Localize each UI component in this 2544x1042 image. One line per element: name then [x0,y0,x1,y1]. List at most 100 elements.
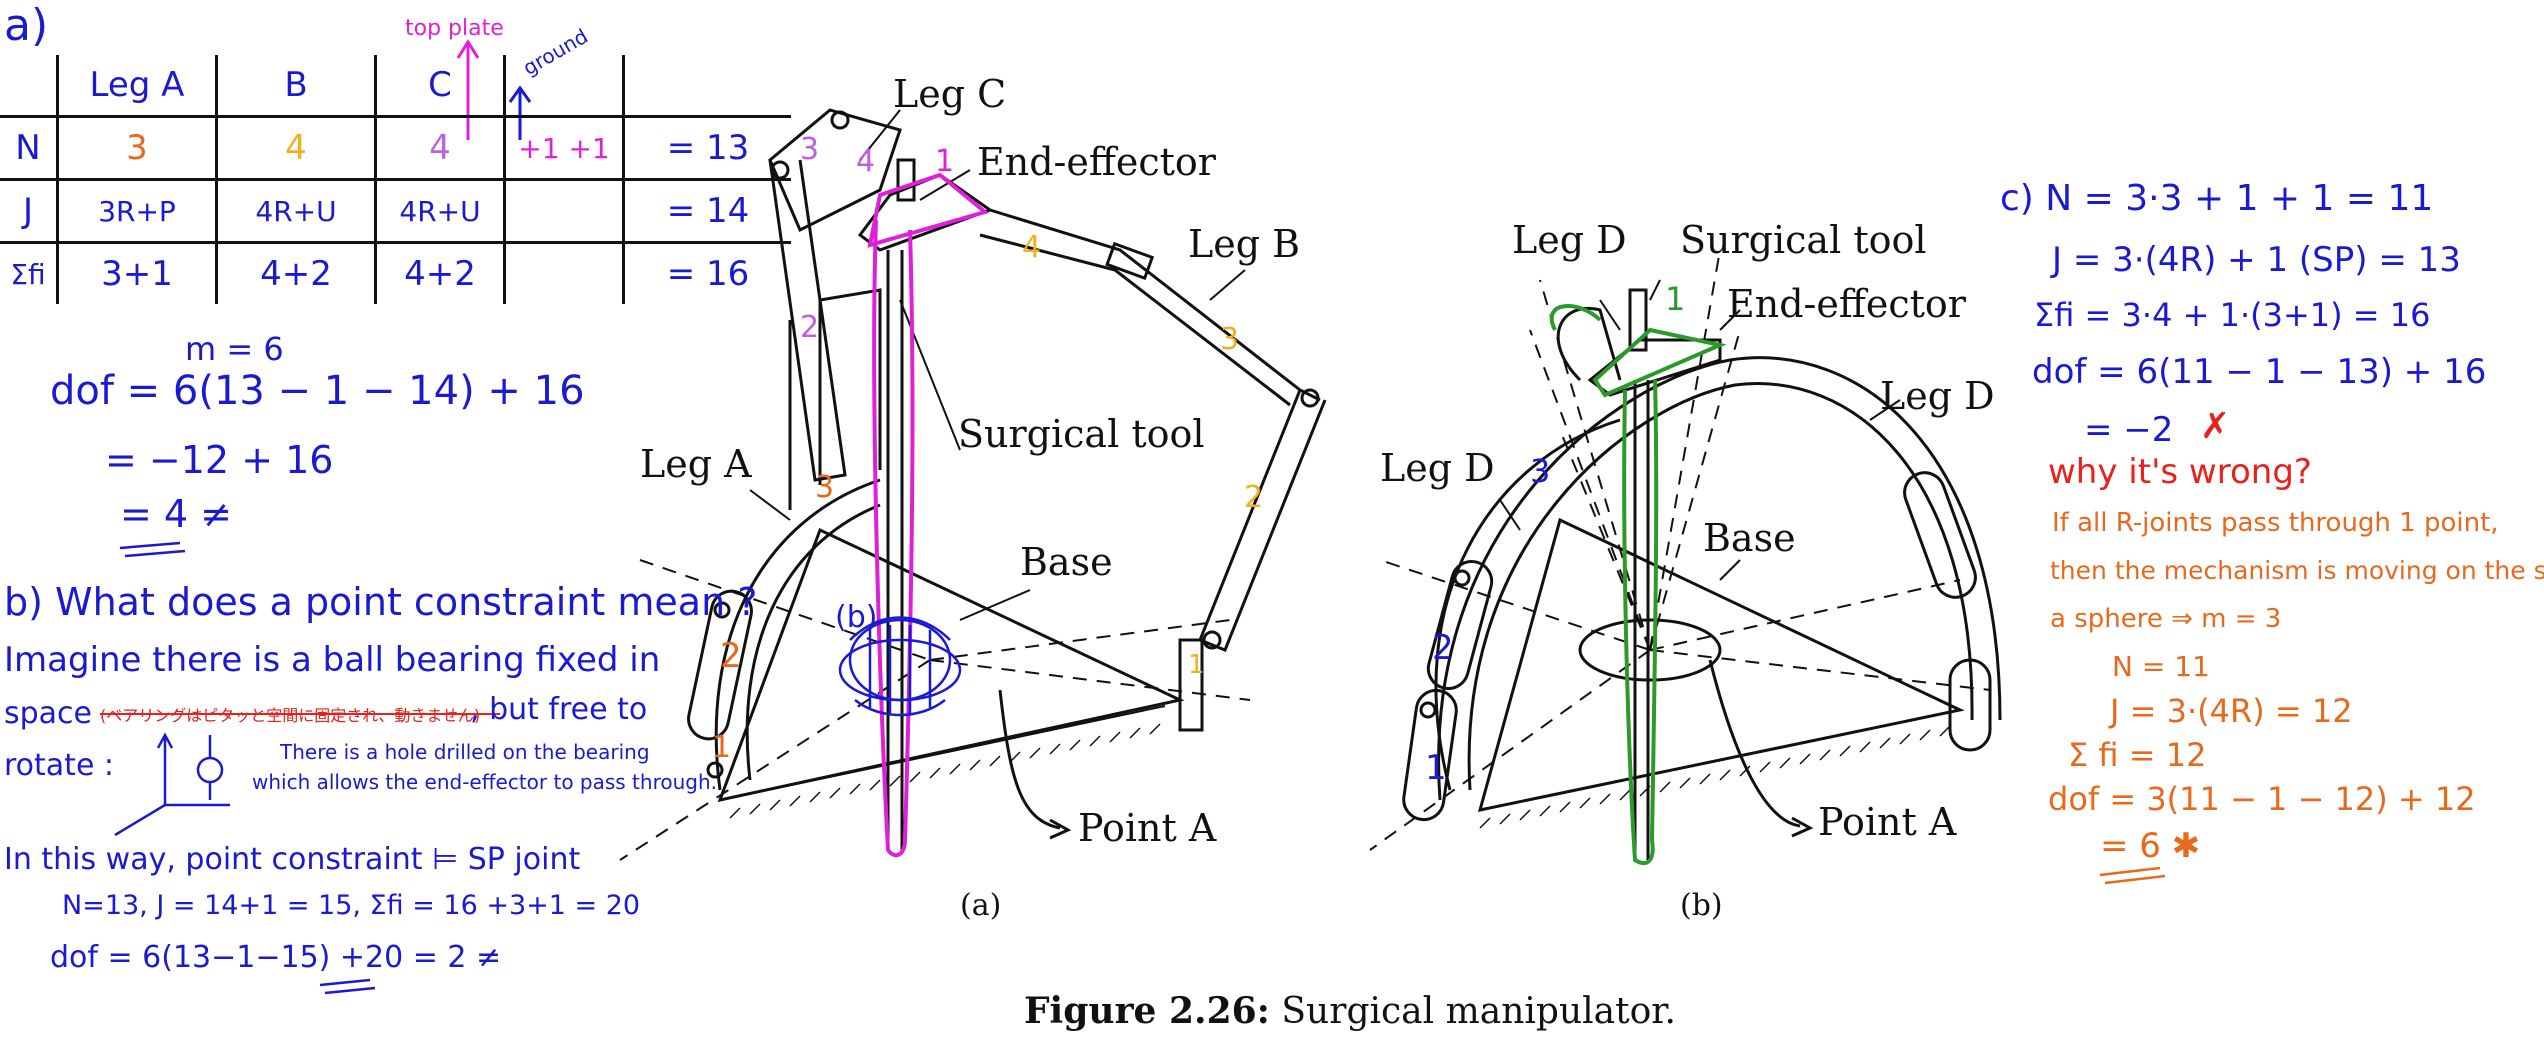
fig-a-leg-a-label: Leg A [640,442,752,486]
fig-a-leg-b-lower [1198,389,1327,652]
fig-a-num-c3: 3 [800,132,820,167]
fig-a-num-b4: 4 [1022,230,1042,265]
fig-a-num-b1: 1 [1188,650,1205,680]
fig-a-tool-top [896,158,916,202]
row-j-c: 4R+U [374,178,506,244]
ball-bearing-scribble [838,616,962,717]
c-wrong-mark: ✗ [2200,406,2231,447]
space-word: space [4,696,93,731]
c-j-equation: J = 3·(4R) + 1 (SP) = 13 [2052,240,2461,280]
spherical-dof-result: = 6 ✱ [2100,826,2201,866]
why-wrong-note: why it's wrong? [2048,452,2312,492]
fig-a-leg-b-label: Leg B [1188,222,1301,266]
fig-b-leg-d-arc [1437,356,2002,801]
spherical-j: J = 3·(4R) = 12 [2110,692,2353,730]
fig-b-end-effector-highlight [1592,327,1727,398]
dof-result: = 4 ≠ [120,492,233,536]
fig-b-leg-d-top [1556,307,1622,382]
fig-a-leg-a-link [687,589,753,741]
r-joint-note-1: If all R-joints pass through 1 point, [2052,508,2499,538]
row-j-extra [503,178,625,244]
c-n-equation: c) N = 3·3 + 1 + 1 = 11 [2000,178,2434,219]
row-n-label: N [0,115,59,181]
fig-a-leg-a [714,478,881,791]
row-j-b: 4R+U [215,178,377,244]
fig-b-base-plate [1477,517,1965,812]
fig-a-surgical-tool [886,250,904,850]
row-n-total: = 13 [622,115,791,181]
fig-a-num-b2: 2 [1244,480,1264,515]
row-f-a: 3+1 [56,241,218,304]
dof-step: = −12 + 16 [105,438,334,482]
hole-note-1: There is a hole drilled on the bearing [280,740,650,764]
c-f-equation: Σfi = 3·4 + 1·(3+1) = 16 [2034,296,2431,334]
fig-b-leg-d-left [1434,418,1621,791]
fig-a-leg-c-arm [768,159,847,482]
fig-a-num-b3: 3 [1220,322,1240,357]
row-n-a: 3 [56,115,218,181]
fig-b-end-effector-label: End-effector [1727,282,1966,326]
row-j-label: J [0,178,59,244]
fig-a-end-effector [857,173,994,252]
table-header-leg-a: Leg A [56,55,218,118]
fig-a-end-effector-label: End-effector [977,140,1216,184]
fig-b-spherical-center [1578,618,1722,682]
fig-b-num-2: 2 [1432,628,1454,668]
c-dof-result: = −2 [2084,410,2174,450]
fig-a-leg-b [989,208,1321,402]
row-j-total: = 14 [622,178,791,244]
spherical-dof: dof = 3(11 − 1 − 12) + 12 [2048,780,2476,818]
fig-b-leg-d-top-label: Leg D [1512,218,1627,262]
table-header-c: C [374,55,506,118]
fig-b-surgical-tool [1633,380,1650,860]
hole-note-2: which allows the end-effector to pass th… [252,770,717,794]
japanese-strikethrough-note: (ベアリングはピタッと空間に固定され、動きません) [100,706,481,725]
figure-caption-text: Surgical manipulator. [1269,991,1676,1032]
fig-a-num-c1: 1 [935,144,955,179]
row-f-total: = 16 [622,241,791,304]
fig-a-point-a-label: Point A [1078,806,1217,850]
fig-b-surgical-tool-label: Surgical tool [1680,218,1927,262]
fig-a-num-a2: 2 [720,636,742,676]
fig-b-caption: (b) [1680,888,1723,923]
fig-b-leg-d-left-label: Leg D [1380,446,1495,490]
free-to-note: , but free to [470,692,648,727]
row-n-c: 4 [374,115,506,181]
fig-b-ground-hatch [1479,725,1951,829]
fig-b-tool-top [1628,288,1648,352]
fig-a-surgical-tool-label: Surgical tool [958,412,1205,456]
fig-a-end-effector-highlight [867,172,990,248]
fig-a-num-c4: 4 [856,144,876,179]
figure-caption: Figure 2.26: Surgical manipulator. [1024,990,1676,1032]
fig-b-leg-d-right-label: Leg D [1880,374,1995,418]
fig-b-num-3: 3 [1530,452,1551,490]
dof-table: Leg A B C N 3 4 4 +1 +1 = 13 J 3R+P 4R+U… [0,55,791,304]
row-n-extra: +1 +1 [503,115,625,181]
fig-a-b-mark: (b) [835,600,878,635]
fig-b-base-label: Base [1703,516,1796,560]
ball-bearing-note: Imagine there is a ball bearing fixed in [4,640,661,680]
spherical-f: Σ fi = 12 [2068,736,2207,774]
fig-a-point-a-arrow [998,689,1061,830]
row-n-b: 4 [215,115,377,181]
fig-a-leg-c-label: Leg C [893,72,1007,116]
row-j-a: 3R+P [56,178,218,244]
fig-a-num-a1: 1 [712,730,732,765]
part-b-question: b) What does a point constraint mean ? [4,580,758,624]
row-f-extra [503,241,625,304]
row-f-c: 4+2 [374,241,506,304]
rotate-word: rotate : [4,748,115,783]
fig-a-dashed-axes [619,559,1251,861]
row-f-label: Σfi [0,241,59,304]
fig-a-num-a3: 3 [815,470,835,505]
fig-b-num-1: 1 [1665,280,1686,318]
fig-b-num-low: 1 [1425,748,1447,788]
fig-a-caption: (a) [960,888,1002,923]
point-constraint-conclusion: In this way, point constraint ⊨ SP joint [4,842,581,877]
m-value: m = 6 [185,330,284,368]
fig-a-ground-hatch [729,723,1161,819]
spherical-n: N = 11 [2112,650,2210,683]
sp-joint-dof: dof = 6(13−1−15) +20 = 2 ≠ [50,940,502,975]
fig-a-base-label: Base [1020,540,1113,584]
